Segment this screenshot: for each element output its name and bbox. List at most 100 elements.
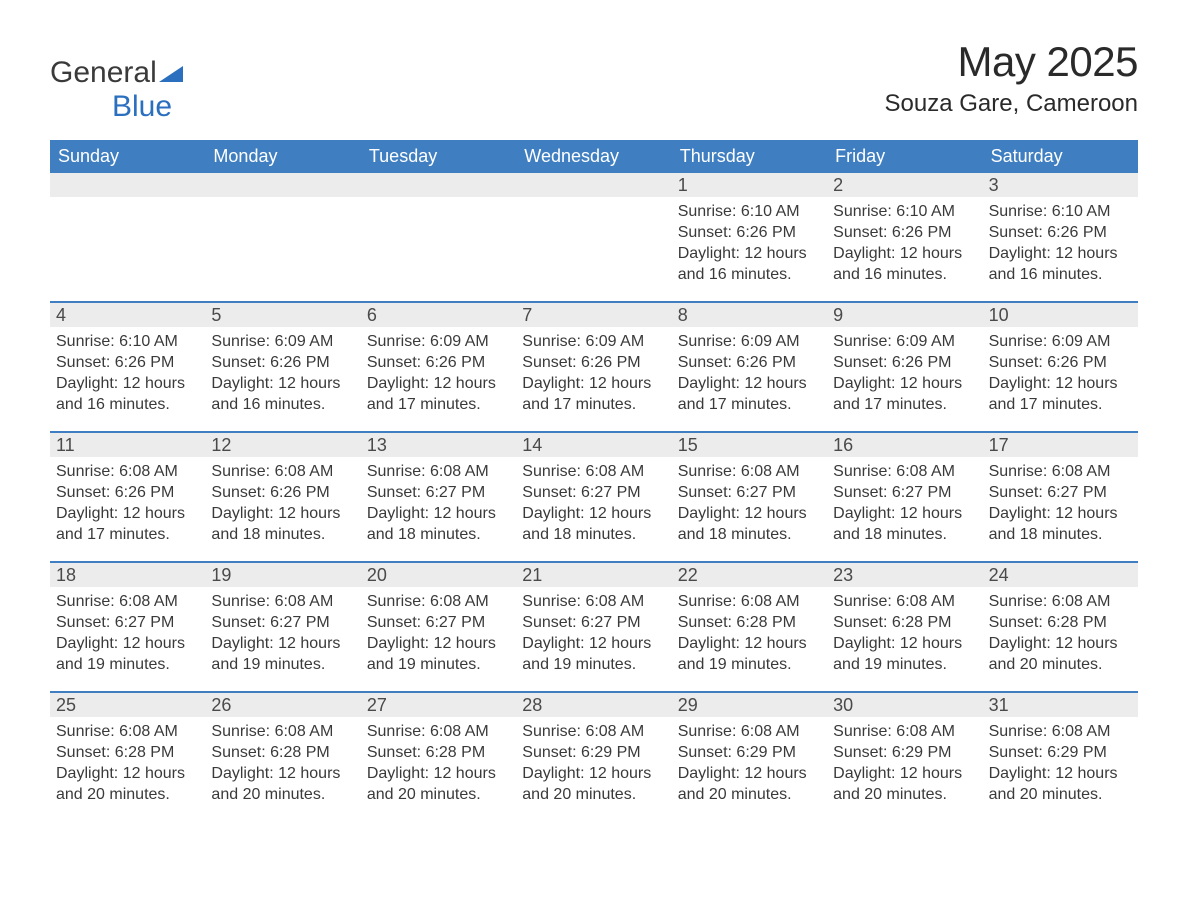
daylight-line: Daylight: 12 hours and 17 minutes. <box>833 373 976 415</box>
daylight-label: Daylight: <box>833 375 895 392</box>
sunrise-line: Sunrise: 6:08 AM <box>678 721 821 742</box>
sunset-line: Sunset: 6:26 PM <box>56 352 199 373</box>
day-number: 10 <box>983 303 1138 327</box>
daylight-line: Daylight: 12 hours and 18 minutes. <box>211 503 354 545</box>
calendar-day-cell: 30 Sunrise: 6:08 AM Sunset: 6:29 PM Dayl… <box>827 693 982 821</box>
sunset-label: Sunset: <box>833 224 887 241</box>
day-of-week-header: Thursday <box>672 140 827 173</box>
sunset-value: 6:27 PM <box>581 484 641 501</box>
sunrise-label: Sunrise: <box>989 463 1048 480</box>
daylight-label: Daylight: <box>989 245 1051 262</box>
sunset-label: Sunset: <box>833 354 887 371</box>
calendar-empty-cell <box>361 173 516 301</box>
sunrise-line: Sunrise: 6:08 AM <box>678 461 821 482</box>
day-number-label: 7 <box>522 305 532 325</box>
day-details: Sunrise: 6:09 AM Sunset: 6:26 PM Dayligh… <box>516 327 671 421</box>
sunset-line: Sunset: 6:26 PM <box>833 222 976 243</box>
sunrise-label: Sunrise: <box>678 593 737 610</box>
day-number: 5 <box>205 303 360 327</box>
sunrise-value: 6:08 AM <box>275 593 334 610</box>
sunrise-label: Sunrise: <box>989 723 1048 740</box>
daylight-line: Daylight: 12 hours and 20 minutes. <box>211 763 354 805</box>
day-number-label: 5 <box>211 305 221 325</box>
day-details: Sunrise: 6:08 AM Sunset: 6:29 PM Dayligh… <box>827 717 982 811</box>
sunrise-label: Sunrise: <box>522 333 581 350</box>
sunset-value: 6:29 PM <box>736 744 796 761</box>
calendar-day-cell: 26 Sunrise: 6:08 AM Sunset: 6:28 PM Dayl… <box>205 693 360 821</box>
sunrise-value: 6:10 AM <box>1052 203 1111 220</box>
daylight-label: Daylight: <box>678 245 740 262</box>
daylight-label: Daylight: <box>56 635 118 652</box>
calendar-day-cell: 20 Sunrise: 6:08 AM Sunset: 6:27 PM Dayl… <box>361 563 516 691</box>
sunset-line: Sunset: 6:28 PM <box>56 742 199 763</box>
day-number-label: 26 <box>211 695 231 715</box>
sunset-value: 6:27 PM <box>270 614 330 631</box>
calendar-day-cell: 11 Sunrise: 6:08 AM Sunset: 6:26 PM Dayl… <box>50 433 205 561</box>
sunset-line: Sunset: 6:28 PM <box>833 612 976 633</box>
daylight-label: Daylight: <box>833 245 895 262</box>
sunset-label: Sunset: <box>989 614 1043 631</box>
sunset-label: Sunset: <box>989 484 1043 501</box>
sunrise-value: 6:08 AM <box>1052 593 1111 610</box>
calendar-week-row: 11 Sunrise: 6:08 AM Sunset: 6:26 PM Dayl… <box>50 431 1138 561</box>
sunset-value: 6:26 PM <box>270 354 330 371</box>
daylight-line: Daylight: 12 hours and 17 minutes. <box>678 373 821 415</box>
sunrise-label: Sunrise: <box>678 723 737 740</box>
sunrise-line: Sunrise: 6:09 AM <box>522 331 665 352</box>
day-number-label: 3 <box>989 175 999 195</box>
sunrise-value: 6:08 AM <box>430 593 489 610</box>
sunset-value: 6:28 PM <box>1047 614 1107 631</box>
sunrise-line: Sunrise: 6:09 AM <box>678 331 821 352</box>
calendar-empty-cell <box>205 173 360 301</box>
brand-logo: General Blue <box>50 40 183 122</box>
daylight-label: Daylight: <box>211 765 273 782</box>
sunrise-label: Sunrise: <box>678 203 737 220</box>
sunset-value: 6:28 PM <box>736 614 796 631</box>
day-number: 19 <box>205 563 360 587</box>
sunset-label: Sunset: <box>833 744 887 761</box>
sunset-value: 6:29 PM <box>581 744 641 761</box>
sunset-value: 6:26 PM <box>736 224 796 241</box>
day-number-label: 21 <box>522 565 542 585</box>
calendar-week-row: 4 Sunrise: 6:10 AM Sunset: 6:26 PM Dayli… <box>50 301 1138 431</box>
day-details: Sunrise: 6:08 AM Sunset: 6:26 PM Dayligh… <box>50 457 205 551</box>
sunset-label: Sunset: <box>56 484 110 501</box>
sunset-value: 6:28 PM <box>892 614 952 631</box>
sunrise-value: 6:08 AM <box>741 723 800 740</box>
sunset-value: 6:27 PM <box>115 614 175 631</box>
sunset-line: Sunset: 6:26 PM <box>367 352 510 373</box>
calendar-day-cell: 29 Sunrise: 6:08 AM Sunset: 6:29 PM Dayl… <box>672 693 827 821</box>
sunset-line: Sunset: 6:26 PM <box>989 352 1132 373</box>
day-number-label: 29 <box>678 695 698 715</box>
day-details: Sunrise: 6:08 AM Sunset: 6:27 PM Dayligh… <box>983 457 1138 551</box>
daylight-line: Daylight: 12 hours and 17 minutes. <box>367 373 510 415</box>
sunrise-line: Sunrise: 6:08 AM <box>678 591 821 612</box>
daylight-line: Daylight: 12 hours and 16 minutes. <box>56 373 199 415</box>
sunset-label: Sunset: <box>522 744 576 761</box>
day-number: 1 <box>672 173 827 197</box>
calendar-body: 1 Sunrise: 6:10 AM Sunset: 6:26 PM Dayli… <box>50 173 1138 821</box>
sunrise-line: Sunrise: 6:08 AM <box>522 461 665 482</box>
daylight-label: Daylight: <box>211 635 273 652</box>
day-number-label: 15 <box>678 435 698 455</box>
day-number-label: 23 <box>833 565 853 585</box>
sunrise-line: Sunrise: 6:10 AM <box>833 201 976 222</box>
sunrise-value: 6:08 AM <box>1052 723 1111 740</box>
day-number: 17 <box>983 433 1138 457</box>
sunset-line: Sunset: 6:26 PM <box>211 352 354 373</box>
day-number: 31 <box>983 693 1138 717</box>
empty-day-header <box>361 173 516 197</box>
daylight-line: Daylight: 12 hours and 16 minutes. <box>833 243 976 285</box>
day-number-label: 24 <box>989 565 1009 585</box>
day-number: 9 <box>827 303 982 327</box>
sunrise-label: Sunrise: <box>522 463 581 480</box>
sunrise-value: 6:09 AM <box>741 333 800 350</box>
day-details: Sunrise: 6:08 AM Sunset: 6:27 PM Dayligh… <box>672 457 827 551</box>
day-number-label: 19 <box>211 565 231 585</box>
calendar-day-cell: 3 Sunrise: 6:10 AM Sunset: 6:26 PM Dayli… <box>983 173 1138 301</box>
daylight-label: Daylight: <box>833 635 895 652</box>
day-of-week-header: Monday <box>205 140 360 173</box>
daylight-line: Daylight: 12 hours and 16 minutes. <box>211 373 354 415</box>
day-of-week-label: Thursday <box>680 146 755 166</box>
calendar-day-cell: 31 Sunrise: 6:08 AM Sunset: 6:29 PM Dayl… <box>983 693 1138 821</box>
